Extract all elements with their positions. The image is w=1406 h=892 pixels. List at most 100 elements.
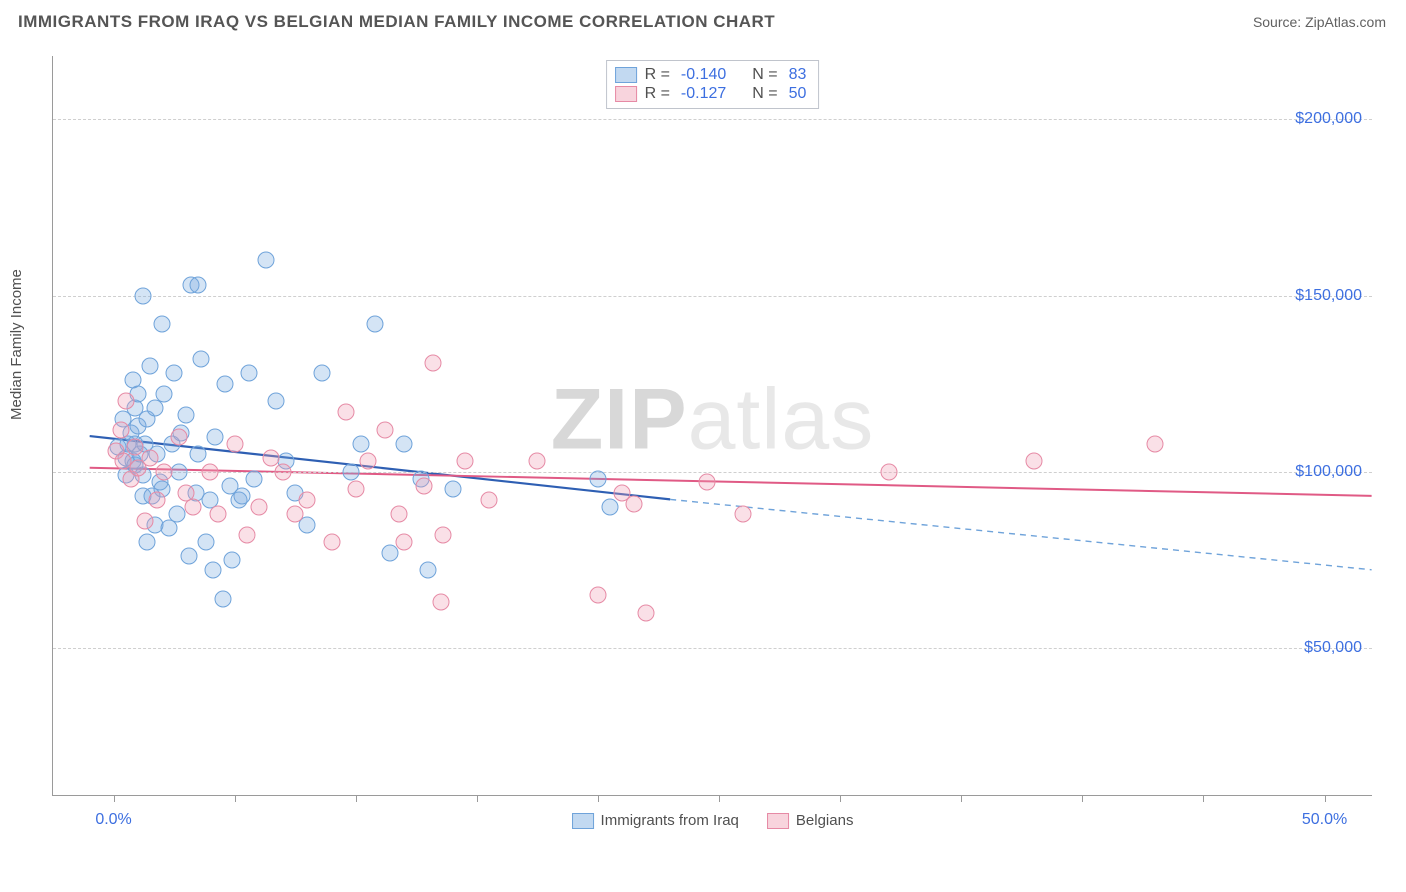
- data-point: [434, 527, 451, 544]
- n-value-iraq: 83: [789, 66, 807, 84]
- data-point: [246, 470, 263, 487]
- legend-label-iraq: Immigrants from Iraq: [601, 812, 739, 829]
- data-point: [338, 403, 355, 420]
- y-axis-label: Median Family Income: [8, 269, 25, 420]
- stats-row-belgians: R = -0.127 N = 50: [615, 85, 807, 103]
- x-tick: [114, 795, 115, 802]
- data-point: [209, 506, 226, 523]
- stats-row-iraq: R = -0.140 N = 83: [615, 66, 807, 84]
- legend-label-belgians: Belgians: [796, 812, 854, 829]
- data-point: [735, 506, 752, 523]
- data-point: [698, 474, 715, 491]
- data-point: [180, 548, 197, 565]
- x-tick: [598, 795, 599, 802]
- data-point: [153, 315, 170, 332]
- data-point: [381, 544, 398, 561]
- data-point: [287, 506, 304, 523]
- trend-lines: [53, 56, 1372, 795]
- r-value-belgians: -0.127: [681, 85, 726, 103]
- data-point: [197, 534, 214, 551]
- data-point: [258, 252, 275, 269]
- data-point: [207, 428, 224, 445]
- x-tick-label: 0.0%: [95, 811, 131, 829]
- data-point: [589, 587, 606, 604]
- y-tick-label: $200,000: [1295, 110, 1362, 128]
- data-point: [313, 365, 330, 382]
- data-point: [190, 446, 207, 463]
- r-value-iraq: -0.140: [681, 66, 726, 84]
- data-point: [396, 435, 413, 452]
- x-tick: [961, 795, 962, 802]
- legend-swatch-belgians: [767, 813, 789, 829]
- legend-swatch-iraq: [572, 813, 594, 829]
- source-label: Source:: [1253, 14, 1305, 30]
- data-point: [168, 506, 185, 523]
- data-point: [170, 428, 187, 445]
- data-point: [626, 495, 643, 512]
- data-point: [589, 470, 606, 487]
- data-point: [170, 463, 187, 480]
- data-point: [880, 463, 897, 480]
- source-attribution: Source: ZipAtlas.com: [1253, 14, 1386, 30]
- data-point: [359, 453, 376, 470]
- y-tick-label: $150,000: [1295, 287, 1362, 305]
- data-point: [156, 463, 173, 480]
- data-point: [238, 527, 255, 544]
- data-point: [233, 488, 250, 505]
- data-point: [396, 534, 413, 551]
- data-point: [480, 492, 497, 509]
- swatch-belgians: [615, 86, 637, 102]
- plot-area: ZIPatlas R = -0.140 N = 83 R = -0.127 N …: [52, 56, 1372, 796]
- data-point: [224, 551, 241, 568]
- x-tick: [235, 795, 236, 802]
- data-point: [141, 358, 158, 375]
- data-point: [241, 365, 258, 382]
- legend-item-belgians: Belgians: [767, 812, 854, 829]
- data-point: [367, 315, 384, 332]
- data-point: [166, 365, 183, 382]
- data-point: [190, 277, 207, 294]
- data-point: [529, 453, 546, 470]
- data-point: [134, 287, 151, 304]
- gridline: [53, 119, 1372, 120]
- data-point: [420, 562, 437, 579]
- x-tick-label: 50.0%: [1302, 811, 1347, 829]
- watermark-zip: ZIP: [551, 371, 688, 467]
- gridline: [53, 296, 1372, 297]
- data-point: [444, 481, 461, 498]
- watermark-atlas: atlas: [688, 371, 875, 467]
- data-point: [391, 506, 408, 523]
- chart-title: IMMIGRANTS FROM IRAQ VS BELGIAN MEDIAN F…: [18, 12, 775, 32]
- data-point: [178, 407, 195, 424]
- data-point: [117, 393, 134, 410]
- data-point: [1147, 435, 1164, 452]
- x-tick: [477, 795, 478, 802]
- data-point: [275, 463, 292, 480]
- data-point: [112, 421, 129, 438]
- r-label-iraq: R =: [645, 66, 670, 84]
- n-label-iraq: N =: [752, 66, 777, 84]
- data-point: [638, 604, 655, 621]
- swatch-iraq: [615, 67, 637, 83]
- data-point: [146, 400, 163, 417]
- x-tick: [840, 795, 841, 802]
- data-point: [432, 594, 449, 611]
- data-point: [425, 354, 442, 371]
- data-point: [342, 463, 359, 480]
- n-value-belgians: 50: [789, 85, 807, 103]
- legend-item-iraq: Immigrants from Iraq: [572, 812, 739, 829]
- bottom-legend: Immigrants from Iraq Belgians: [572, 812, 854, 829]
- data-point: [267, 393, 284, 410]
- data-point: [1025, 453, 1042, 470]
- y-tick-label: $50,000: [1304, 639, 1362, 657]
- data-point: [192, 351, 209, 368]
- data-point: [185, 499, 202, 516]
- data-point: [352, 435, 369, 452]
- x-tick: [1082, 795, 1083, 802]
- data-point: [376, 421, 393, 438]
- data-point: [415, 477, 432, 494]
- data-point: [226, 435, 243, 452]
- y-tick-label: $100,000: [1295, 463, 1362, 481]
- data-point: [456, 453, 473, 470]
- data-point: [202, 463, 219, 480]
